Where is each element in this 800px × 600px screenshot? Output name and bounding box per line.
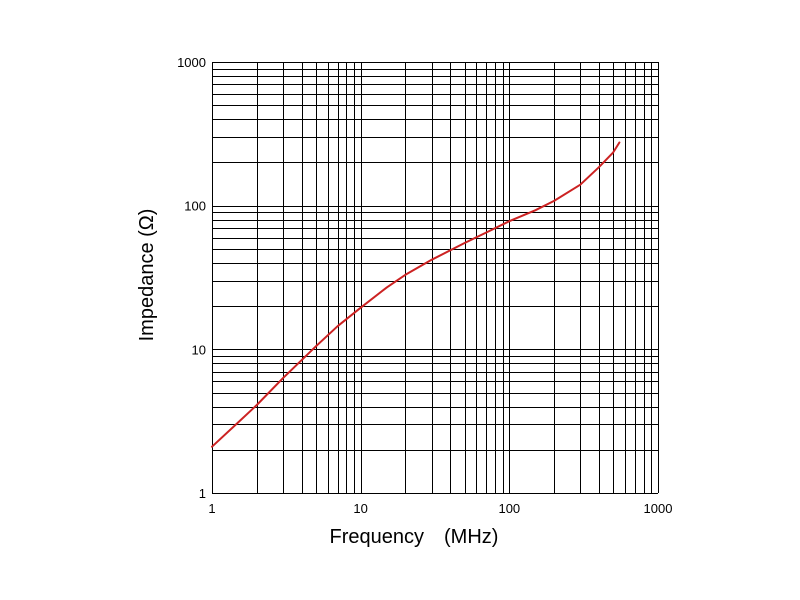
y-tick-labels: 1 10 100 1000 — [177, 55, 206, 501]
series-layer — [211, 141, 621, 448]
grid — [212, 62, 659, 494]
x-tick-labels: 1 10 100 1000 — [208, 501, 672, 516]
y-tick-label: 10 — [192, 342, 206, 357]
x-tick-label: 1000 — [644, 501, 673, 516]
x-tick-label: 10 — [353, 501, 367, 516]
x-tick-label: 1 — [208, 501, 215, 516]
y-axis-label: Impedance (Ω) — [136, 209, 158, 342]
y-tick-label: 1 — [199, 486, 206, 501]
y-tick-label: 1000 — [177, 55, 206, 70]
x-tick-label: 100 — [498, 501, 520, 516]
impedance-curve — [211, 141, 621, 448]
x-axis-label: Frequency (MHz) — [330, 526, 499, 548]
y-tick-label: 100 — [184, 199, 206, 214]
